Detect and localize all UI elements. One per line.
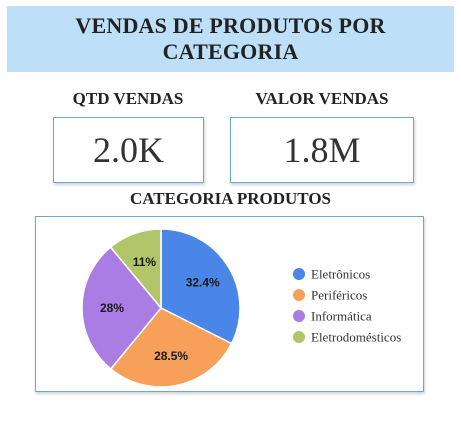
legend-label-3: Eletrodomésticos bbox=[311, 330, 401, 345]
legend-swatch-2 bbox=[293, 310, 305, 322]
legend-swatch-3 bbox=[293, 331, 305, 343]
pie-chart: 32.4% 28.5% 28% 11% Eletrônicos Periféricos In… bbox=[36, 217, 423, 391]
dashboard-title-line2: CATEGORIA bbox=[163, 39, 299, 65]
legend-label-0: Eletrônicos bbox=[311, 267, 370, 282]
legend-swatch-1 bbox=[293, 289, 305, 301]
pie-slice-label-1: 28.5% bbox=[154, 349, 188, 363]
kpi-card-valor-vendas: 1.8M bbox=[230, 117, 414, 183]
dashboard-title-line1: VENDAS DE PRODUTOS POR bbox=[75, 13, 385, 39]
kpi-label-qtd-vendas: QTD VENDAS bbox=[33, 89, 223, 109]
kpi-value-valor-vendas: 1.8M bbox=[283, 129, 360, 171]
legend-label-1: Periféricos bbox=[311, 288, 367, 303]
chart-section-title: CATEGORIA PRODUTOS bbox=[0, 189, 461, 209]
kpi-label-valor-vendas: VALOR VENDAS bbox=[227, 89, 417, 109]
pie-slice-label-0: 32.4% bbox=[186, 275, 220, 289]
kpi-value-qtd-vendas: 2.0K bbox=[93, 129, 164, 171]
dashboard-title-banner: VENDAS DE PRODUTOS POR CATEGORIA bbox=[7, 6, 454, 72]
legend-swatch-0 bbox=[293, 268, 305, 280]
pie-chart-card: 32.4% 28.5% 28% 11% Eletrônicos Periféricos In… bbox=[35, 216, 424, 392]
kpi-card-qtd-vendas: 2.0K bbox=[53, 117, 204, 183]
pie-slice-label-3: 11% bbox=[133, 255, 157, 269]
pie-slice-label-2: 28% bbox=[100, 301, 124, 315]
legend-label-2: Informática bbox=[311, 309, 372, 324]
